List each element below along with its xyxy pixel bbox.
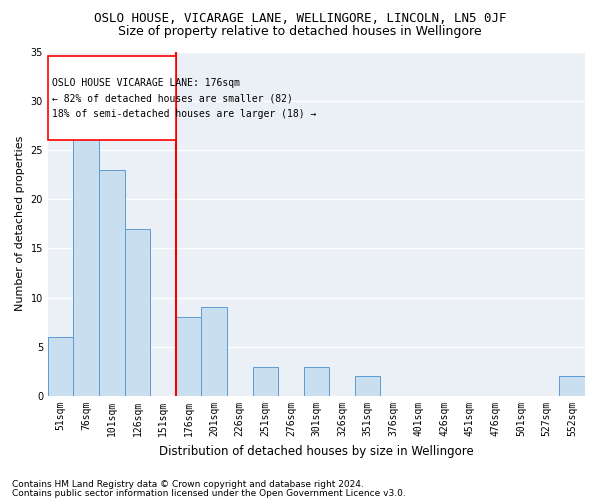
Bar (304, 366, 329, 396)
Bar (355, 376, 380, 396)
Text: Size of property relative to detached houses in Wellingore: Size of property relative to detached ho… (118, 25, 482, 38)
Bar (125, 228, 150, 396)
Bar (48, 56, 176, 140)
X-axis label: Distribution of detached houses by size in Wellingore: Distribution of detached houses by size … (159, 444, 474, 458)
Text: OSLO HOUSE VICARAGE LANE: 176sqm
← 82% of detached houses are smaller (82)
18% o: OSLO HOUSE VICARAGE LANE: 176sqm ← 82% o… (52, 78, 316, 119)
Bar (559, 376, 585, 396)
Bar (99, 170, 125, 396)
Bar (253, 366, 278, 396)
Text: OSLO HOUSE, VICARAGE LANE, WELLINGORE, LINCOLN, LN5 0JF: OSLO HOUSE, VICARAGE LANE, WELLINGORE, L… (94, 12, 506, 26)
Y-axis label: Number of detached properties: Number of detached properties (15, 136, 25, 312)
Text: Contains public sector information licensed under the Open Government Licence v3: Contains public sector information licen… (12, 490, 406, 498)
Text: Contains HM Land Registry data © Crown copyright and database right 2024.: Contains HM Land Registry data © Crown c… (12, 480, 364, 489)
Bar (202, 308, 227, 396)
Bar (176, 318, 202, 396)
Bar (48, 337, 73, 396)
Bar (73, 120, 99, 396)
